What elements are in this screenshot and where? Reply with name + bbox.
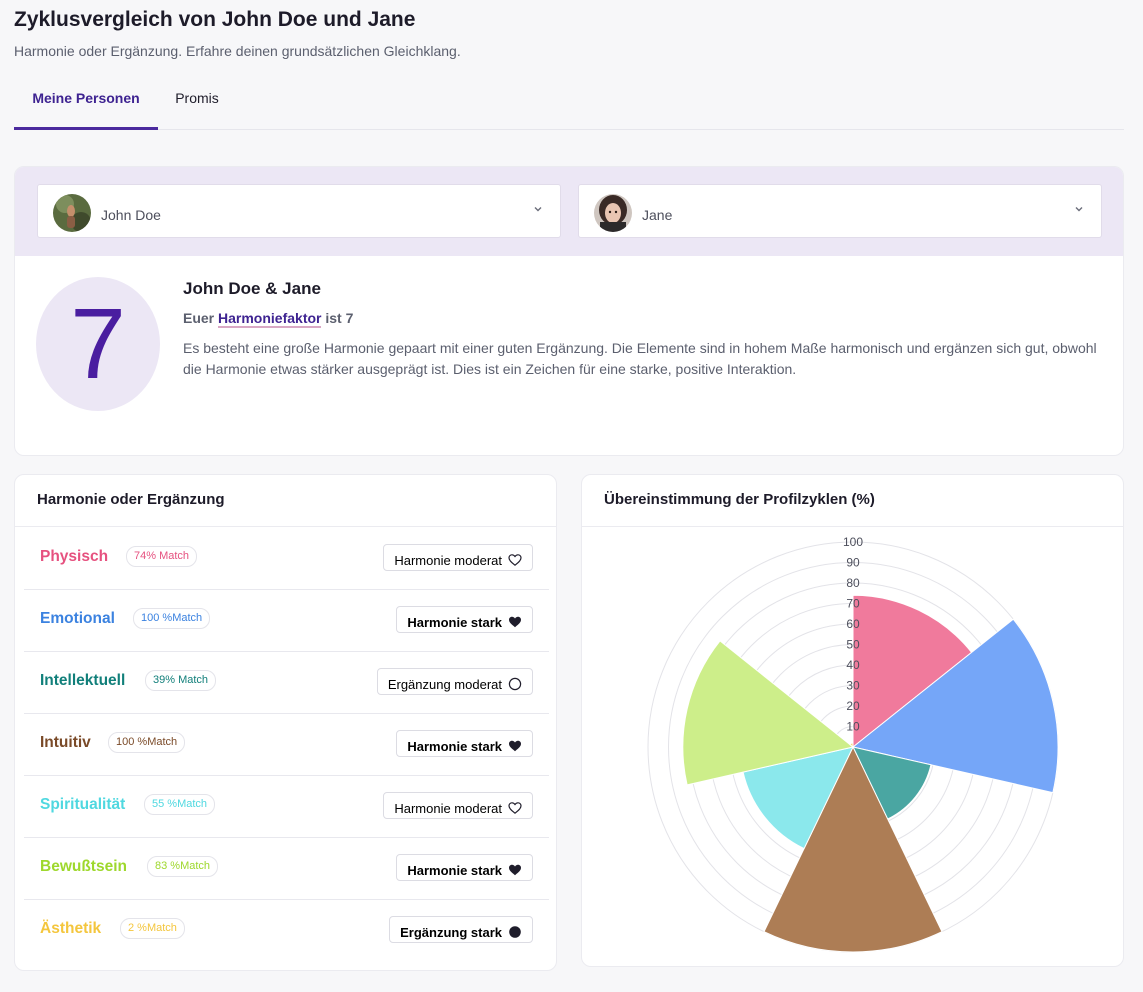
avatar xyxy=(53,194,91,232)
match-badge: 83 %Match xyxy=(147,856,219,877)
polar-area-svg: 10 20 30 40 50 60 70 80 90 100 xyxy=(647,535,1059,953)
cycle-name: Spiritualität xyxy=(40,796,126,813)
pair-title: John Doe & Jane xyxy=(183,279,321,298)
person-selector-band: John Doe Jane xyxy=(15,167,1123,256)
tick-label: 20 xyxy=(846,699,860,713)
tab-bar: Meine Personen Promis xyxy=(14,78,1124,130)
cycle-name: Intellektuell xyxy=(40,672,126,689)
match-badge: 100 %Match xyxy=(133,608,211,629)
tick-label: 70 xyxy=(846,597,860,611)
heart-filled-icon xyxy=(508,863,522,877)
cycle-name: Ästhetik xyxy=(40,920,102,937)
tick-label: 30 xyxy=(846,679,860,693)
chevron-down-icon xyxy=(1073,203,1085,218)
tick-label: 10 xyxy=(846,720,860,734)
cycle-name: Intuitiv xyxy=(40,734,91,751)
list-item: Spiritualität 55 %Match Harmonie moderat xyxy=(24,776,549,838)
page-subtitle: Harmonie oder Ergänzung. Erfahre deinen … xyxy=(14,43,461,59)
match-badge: 100 %Match xyxy=(108,732,186,753)
person-b-label: Jane xyxy=(642,207,673,223)
cycle-name: Emotional xyxy=(40,610,115,627)
pair-description: Es besteht eine große Harmonie gepaart m… xyxy=(183,340,1097,377)
harmony-factor-link[interactable]: Harmoniefaktor xyxy=(218,310,322,328)
relation-button[interactable]: Ergänzung moderat xyxy=(376,668,533,695)
heart-outline-icon xyxy=(508,801,522,815)
slice-1[interactable] xyxy=(852,594,973,749)
harmony-score: 7 xyxy=(70,288,126,400)
relation-button[interactable]: Ergänzung stark xyxy=(389,916,533,943)
relation-label: Harmonie moderat xyxy=(394,552,502,568)
slice-3[interactable] xyxy=(852,746,932,820)
slice-6[interactable] xyxy=(682,640,855,786)
relation-label: Harmonie stark xyxy=(407,738,502,754)
relation-label: Ergänzung stark xyxy=(400,924,502,940)
relation-label: Ergänzung moderat xyxy=(387,676,502,692)
relation-button[interactable]: Harmonie moderat xyxy=(383,544,533,571)
relation-label: Harmonie moderat xyxy=(394,800,502,816)
tick-label: 90 xyxy=(846,556,860,570)
chart-card: Übereinstimmung der Profilzyklen (%) 10 2… xyxy=(581,474,1124,967)
tab-promis[interactable]: Promis xyxy=(175,90,219,106)
circle-filled-icon xyxy=(508,925,522,939)
match-badge: 74% Match xyxy=(126,546,198,567)
slice-2[interactable] xyxy=(851,618,1059,794)
slice-4[interactable] xyxy=(763,745,943,953)
harmony-factor-prefix: Euer xyxy=(183,310,215,326)
slice-7[interactable] xyxy=(849,742,854,749)
heart-filled-icon xyxy=(508,739,522,753)
harmony-factor-suffix: ist 7 xyxy=(325,310,354,326)
cycle-name: Bewußtsein xyxy=(40,858,127,875)
list-item: Intellektuell 39% Match Ergänzung moderat xyxy=(24,652,549,714)
list-item: Ästhetik 2 %Match Ergänzung stark xyxy=(24,900,549,962)
cycle-name: Physisch xyxy=(40,548,109,565)
avatar xyxy=(594,194,632,232)
heart-outline-icon xyxy=(508,553,522,567)
polar-area-chart: 10 20 30 40 50 60 70 80 90 100 xyxy=(582,528,1123,966)
relation-label: Harmonie stark xyxy=(407,862,502,878)
list-item: Physisch 74% Match Harmonie moderat xyxy=(24,528,549,590)
list-item: Bewußtsein 83 %Match Harmonie stark xyxy=(24,838,549,900)
list-item: Emotional 100 %Match Harmonie stark xyxy=(24,590,549,652)
match-badge: 39% Match xyxy=(145,670,217,691)
relation-button[interactable]: Harmonie stark xyxy=(396,854,533,881)
relation-button[interactable]: Harmonie stark xyxy=(396,606,533,633)
page-title: Zyklusvergleich von John Doe und Jane xyxy=(14,8,416,31)
tick-label: 60 xyxy=(846,617,860,631)
chevron-down-icon xyxy=(532,203,544,218)
harmony-card-title: Harmonie oder Ergänzung xyxy=(15,475,556,527)
relation-label: Harmonie stark xyxy=(407,614,502,630)
relation-button[interactable]: Harmonie stark xyxy=(396,730,533,757)
harmony-factor-line: Euer Harmoniefaktor ist 7 xyxy=(183,310,354,328)
comparison-panel: John Doe Jane 7 Joh xyxy=(14,166,1124,456)
match-badge: 55 %Match xyxy=(144,794,216,815)
match-badge: 2 %Match xyxy=(120,918,185,939)
list-item: Intuitiv 100 %Match Harmonie stark xyxy=(24,714,549,776)
harmony-card: Harmonie oder Ergänzung Physisch 74% Matc… xyxy=(14,474,557,971)
person-b-select[interactable]: Jane xyxy=(578,184,1102,238)
heart-filled-icon xyxy=(508,615,522,629)
slice-5[interactable] xyxy=(742,746,854,850)
harmony-score-circle: 7 xyxy=(36,277,160,411)
tick-label: 100 xyxy=(843,535,863,549)
chart-card-title: Übereinstimmung der Profilzyklen (%) xyxy=(582,475,1123,527)
tab-meine-personen[interactable]: Meine Personen xyxy=(14,78,158,130)
tick-label: 80 xyxy=(846,576,860,590)
person-a-label: John Doe xyxy=(101,207,161,223)
circle-outline-icon xyxy=(508,677,522,691)
person-a-select[interactable]: John Doe xyxy=(37,184,561,238)
tick-label: 50 xyxy=(846,638,860,652)
relation-button[interactable]: Harmonie moderat xyxy=(383,792,533,819)
tick-label: 40 xyxy=(846,658,860,672)
